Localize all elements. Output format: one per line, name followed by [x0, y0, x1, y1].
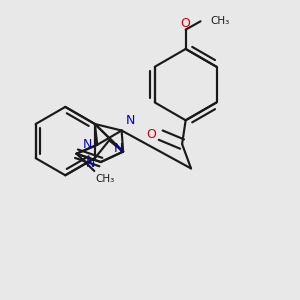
Text: O: O — [181, 16, 190, 30]
Text: O: O — [147, 128, 157, 141]
Text: N: N — [126, 114, 136, 127]
Text: N: N — [82, 138, 92, 151]
Text: CH₃: CH₃ — [95, 174, 114, 184]
Text: CH₃: CH₃ — [210, 16, 229, 26]
Text: N: N — [114, 142, 123, 155]
Text: N: N — [85, 157, 95, 170]
